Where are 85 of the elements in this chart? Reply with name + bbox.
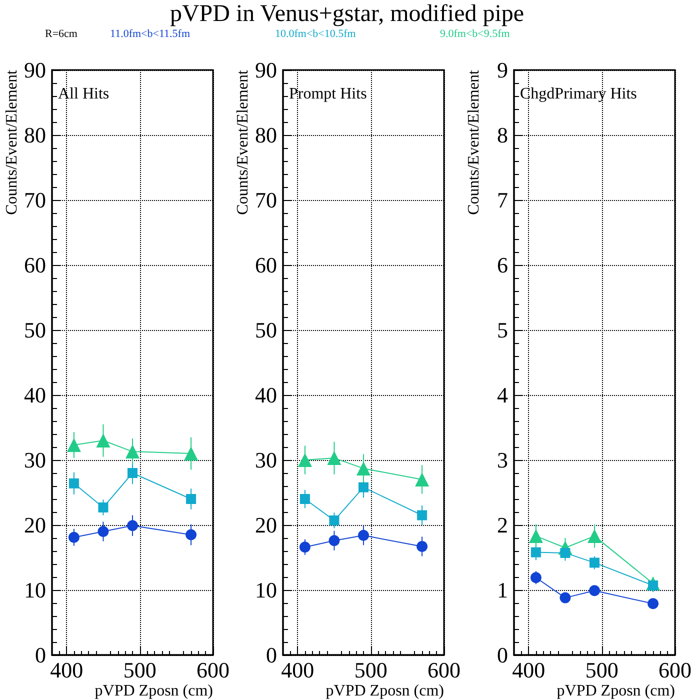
y-axis-title: Counts/Event/Element xyxy=(234,69,252,215)
text: R=6cm xyxy=(45,28,78,40)
text: 10.0fm<b<10.5fm xyxy=(275,28,356,40)
point xyxy=(415,472,430,486)
x-axis-title: pVPD Zposn (cm) xyxy=(326,682,444,700)
point xyxy=(300,494,310,504)
y-tick-label: 0 xyxy=(35,642,46,668)
y-tick-label: 10 xyxy=(255,578,277,602)
point xyxy=(417,510,428,520)
y-tick-label: 4 xyxy=(497,382,508,408)
y-tick-label: 10 xyxy=(24,578,46,602)
y-axis-title: Counts/Event/Element xyxy=(466,69,482,215)
x-tick-label: 600 xyxy=(428,658,460,682)
point xyxy=(127,520,138,532)
y-tick-label: 5 xyxy=(497,318,508,342)
text: Prompt Hits xyxy=(289,86,367,102)
point xyxy=(126,444,140,459)
y-tick-label: 0 xyxy=(497,642,508,668)
point xyxy=(68,478,79,488)
point xyxy=(329,515,340,526)
text: 9.0fm<b<9.5fm xyxy=(440,28,510,40)
point xyxy=(327,451,342,466)
x-axis-title: pVPD Zposn (cm) xyxy=(94,682,213,700)
x-axis-title: pVPD Zposn (cm) xyxy=(556,682,675,700)
point xyxy=(358,530,369,541)
y-axis-title: Counts/Event/Element xyxy=(4,69,20,215)
x-tick-label: 500 xyxy=(354,658,388,682)
point xyxy=(358,482,368,492)
point xyxy=(184,446,198,460)
y-tick-label: 40 xyxy=(255,382,277,408)
point xyxy=(98,526,109,537)
y-tick-label: 90 xyxy=(255,58,277,82)
y-tick-label: 20 xyxy=(24,512,46,538)
y-tick-label: 70 xyxy=(24,188,46,212)
y-tick-label: 90 xyxy=(24,58,46,82)
y-tick-label: 50 xyxy=(255,318,277,342)
y-tick-label: 80 xyxy=(24,122,46,148)
x-tick-label: 500 xyxy=(585,658,618,682)
point xyxy=(416,540,428,552)
y-tick-label: 2 xyxy=(497,512,508,538)
x-tick-label: 400 xyxy=(50,658,84,682)
point xyxy=(68,532,80,543)
y-tick-label: 20 xyxy=(255,512,277,538)
y-tick-label: 9 xyxy=(497,58,508,82)
text: 11.0fm<b<11.5fm xyxy=(110,28,190,40)
y-tick-label: 8 xyxy=(497,122,508,148)
point xyxy=(66,438,81,452)
y-tick-label: 3 xyxy=(497,448,508,472)
text: All Hits xyxy=(58,86,110,102)
y-tick-label: 60 xyxy=(255,252,277,278)
y-tick-label: 70 xyxy=(255,188,277,212)
point xyxy=(186,529,197,540)
y-tick-label: 30 xyxy=(24,448,46,472)
point xyxy=(328,535,340,546)
point xyxy=(96,434,110,448)
point xyxy=(298,453,312,467)
y-tick-label: 40 xyxy=(24,382,46,408)
point xyxy=(530,547,541,558)
x-tick-label: 500 xyxy=(123,658,156,682)
y-tick-label: 30 xyxy=(255,448,277,472)
point xyxy=(128,468,138,478)
point xyxy=(530,572,542,584)
text: pVPD in Venus+gstar, modified pipe xyxy=(168,0,526,28)
point xyxy=(648,598,659,610)
point xyxy=(588,529,602,544)
x-tick-label: 600 xyxy=(658,658,692,682)
point xyxy=(299,542,310,553)
point xyxy=(560,592,571,604)
point xyxy=(528,529,543,544)
y-tick-label: 80 xyxy=(255,122,277,148)
y-tick-label: 7 xyxy=(497,188,508,212)
y-tick-label: 0 xyxy=(266,642,277,668)
point xyxy=(590,558,600,568)
point xyxy=(356,461,370,476)
x-tick-label: 600 xyxy=(196,658,230,682)
y-tick-label: 50 xyxy=(24,318,46,342)
y-tick-label: 1 xyxy=(497,578,508,602)
point xyxy=(589,585,600,596)
text: ChgdPrimary Hits xyxy=(520,86,637,102)
point xyxy=(98,502,108,512)
y-tick-label: 60 xyxy=(24,252,46,278)
x-tick-label: 400 xyxy=(512,658,546,682)
x-tick-label: 400 xyxy=(281,658,314,682)
y-tick-label: 6 xyxy=(497,252,508,278)
point xyxy=(186,494,196,504)
